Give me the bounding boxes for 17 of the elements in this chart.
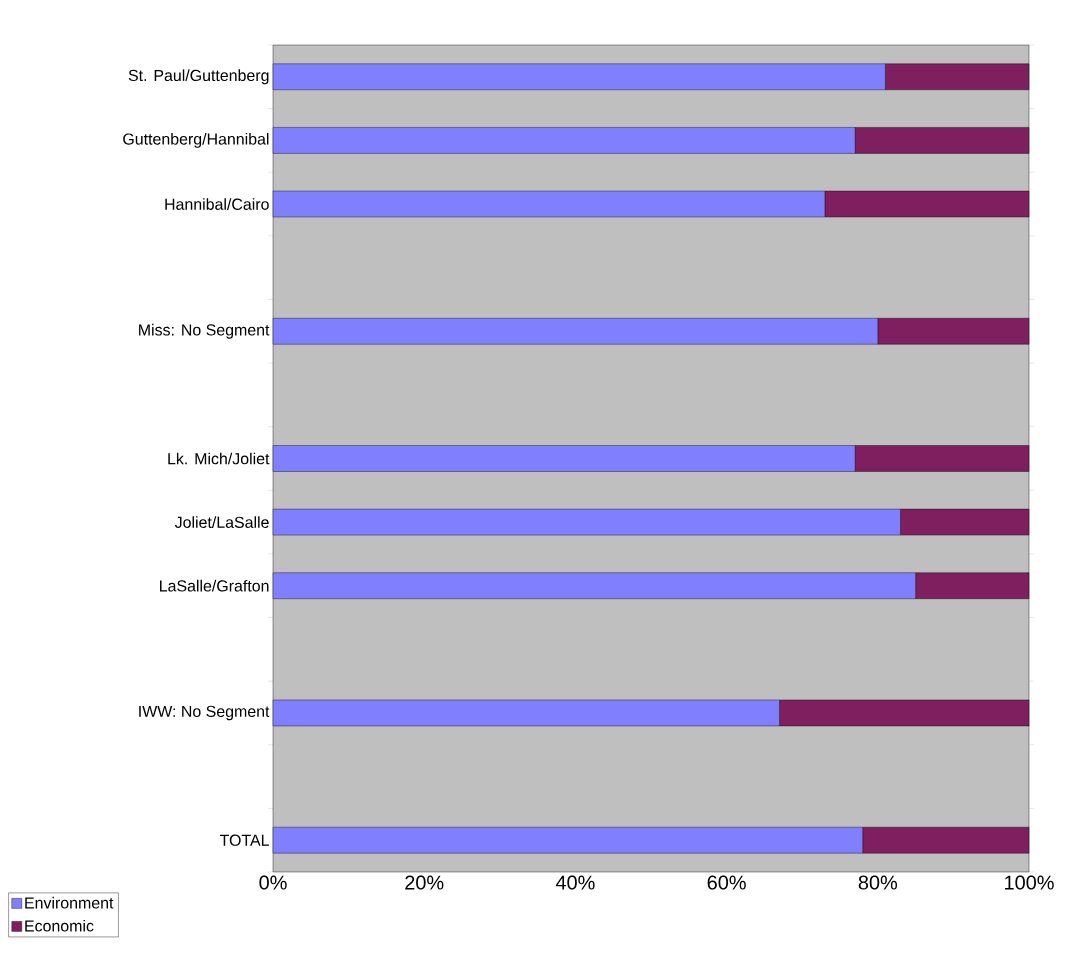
y-tick-label: St. Paul/Guttenberg bbox=[128, 69, 269, 85]
x-tick-label: 40% bbox=[555, 875, 595, 890]
y-tick-label: TOTAL bbox=[219, 834, 269, 846]
y-tick-label: Joliet/LaSalle bbox=[174, 516, 269, 528]
x-tick-label: 60% bbox=[707, 875, 746, 890]
x-tick-label: 100% bbox=[1005, 875, 1054, 890]
legend-label: Environment bbox=[25, 896, 114, 909]
y-tick-label: Guttenberg/Hannibal bbox=[123, 132, 269, 148]
x-tick-label: 0% bbox=[259, 875, 287, 890]
y-tick-label: Miss: No Segment bbox=[139, 323, 270, 339]
y-tick-label: Hannibal/Cairo bbox=[165, 198, 269, 210]
x-tick-label: 20% bbox=[405, 875, 444, 890]
y-tick-label: Lk. Mich/Joliet bbox=[168, 452, 270, 465]
legend-label: Economic bbox=[25, 919, 94, 932]
y-tick-label: IWW: No Segment bbox=[139, 705, 270, 721]
x-tick-label: 80% bbox=[858, 875, 898, 890]
y-tick-label: LaSalle/Grafton bbox=[160, 579, 269, 592]
